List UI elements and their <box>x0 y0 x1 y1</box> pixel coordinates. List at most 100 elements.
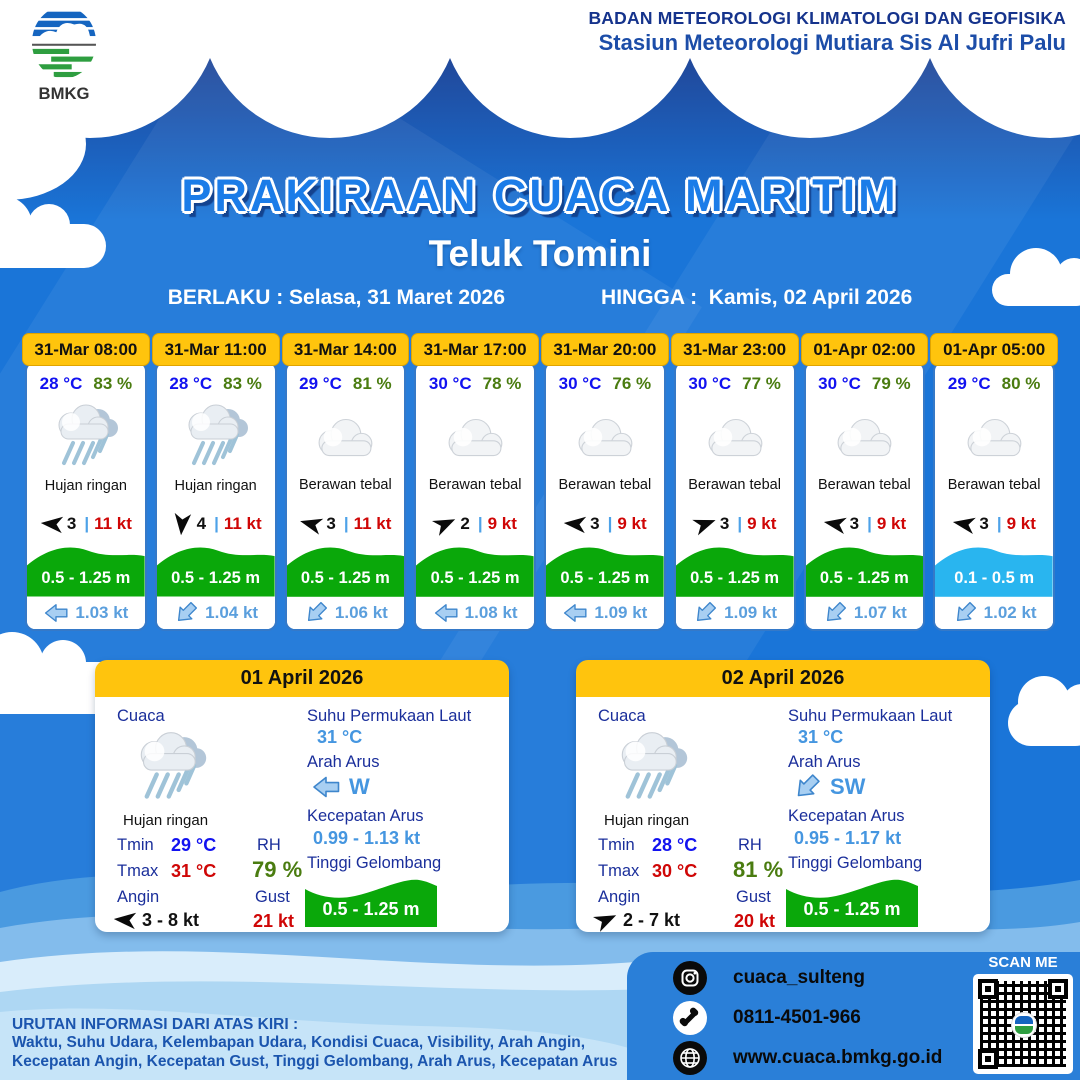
tmin-value: 28 °C <box>652 835 698 855</box>
valid-from-label: BERLAKU : <box>167 286 284 309</box>
current-row: 1.06 kt <box>286 595 405 630</box>
weather-condition: Berawan tebal <box>558 477 652 494</box>
wind-speed: 9 kt <box>747 513 777 533</box>
gust-label: Gust <box>736 888 771 906</box>
current-row: 1.03 kt <box>27 596 145 629</box>
wind-row: 2 | 9 kt <box>416 512 534 536</box>
wind-direction-icon <box>39 511 65 537</box>
scan-me-label: SCAN ME <box>988 954 1058 971</box>
validity-row: BERLAKU : Selasa, 31 Maret 2026 HINGGA :… <box>0 286 1080 310</box>
current-direction-icon <box>298 595 333 630</box>
kecepatan-arus-label: Kecepatan Arus <box>788 807 905 825</box>
wave-height: 0.5 - 1.25 m <box>819 568 909 587</box>
hourly-card: 31-Mar 23:00 30 °C 77 % Berawan tebal 3 |… <box>670 333 799 631</box>
visibility-value: 3 <box>719 513 730 533</box>
sst-label: Suhu Permukaan Laut <box>307 707 472 725</box>
arah-arus-label: Arah Arus <box>788 753 861 771</box>
time-header: 31-Mar 08:00 <box>22 333 150 366</box>
instagram-icon <box>673 961 707 995</box>
hourly-card: 31-Mar 08:00 28 °C 83 % Hujan ringan 3 | … <box>22 333 150 631</box>
separator: | <box>996 513 1002 533</box>
air-temperature: 30 °C <box>818 374 861 393</box>
cloud-icon <box>957 412 1031 464</box>
air-temperature: 30 °C <box>558 374 602 393</box>
qr-finder <box>978 1049 998 1069</box>
wind-row: 3 - 8 kt <box>113 908 199 932</box>
separator: | <box>214 514 219 534</box>
cloud-decoration <box>992 248 1080 306</box>
daily-card: 02 April 2026 Cuaca Hujan ringan Tmin 28… <box>576 660 990 932</box>
tinggi-gelombang-label: Tinggi Gelombang <box>788 854 923 872</box>
current-speed: 1.09 kt <box>594 602 648 622</box>
time-header: 31-Mar 11:00 <box>151 333 280 366</box>
valid-to-value: Kamis, 02 April 2026 <box>708 286 913 309</box>
current-direction-icon <box>168 595 203 630</box>
humidity: 80 % <box>1001 374 1041 393</box>
current-direction-icon <box>786 766 827 807</box>
cloud-icon <box>438 412 512 464</box>
current-speed: 1.08 kt <box>464 602 518 622</box>
separator: | <box>607 513 613 533</box>
gust-value: 21 kt <box>253 911 295 931</box>
hourly-card: 01-Apr 02:00 30 °C 79 % Berawan tebal 3 |… <box>800 333 929 631</box>
wind-direction-icon <box>950 510 978 538</box>
current-direction-row: SW <box>792 773 865 801</box>
wave-height: 0.5 - 1.25 m <box>803 899 901 919</box>
wave-height-band: 0.5 - 1.25 m <box>416 536 534 597</box>
air-temperature: 30 °C <box>428 374 472 393</box>
hourly-forecast-row: 31-Mar 08:00 28 °C 83 % Hujan ringan 3 | … <box>22 333 1058 631</box>
wave-height-badge: 0.5 - 1.25 m <box>786 873 918 927</box>
current-direction-value: W <box>349 774 370 799</box>
wind-row: 4 | 11 kt <box>157 512 275 536</box>
wind-row: 3 | 9 kt <box>935 512 1053 536</box>
time-header: 01-Apr 05:00 <box>930 333 1058 366</box>
tmax-value: 31 °C <box>171 861 217 881</box>
angin-label: Angin <box>598 888 641 906</box>
humidity: 77 % <box>742 374 781 393</box>
humidity: 83 % <box>93 374 133 393</box>
qr-code[interactable] <box>973 974 1073 1074</box>
instagram-row[interactable]: cuaca_sulteng <box>673 961 865 995</box>
rh-value: 79 % <box>252 857 303 882</box>
current-speed: 1.07 kt <box>853 602 907 622</box>
cloud-decoration <box>1008 676 1080 746</box>
hourly-card: 31-Mar 17:00 30 °C 78 % Berawan tebal 2 |… <box>411 333 539 631</box>
wave-height: 0.5 - 1.25 m <box>41 568 131 587</box>
phone-row[interactable]: 0811-4501-966 <box>673 1001 861 1035</box>
air-temperature: 29 °C <box>299 374 342 393</box>
separator: | <box>84 514 90 534</box>
humidity: 79 % <box>871 374 911 393</box>
visibility-value: 2 <box>460 513 470 533</box>
air-temperature: 29 °C <box>947 374 991 393</box>
current-row: 1.07 kt <box>805 596 924 629</box>
separator: | <box>737 513 743 533</box>
wind-speed: 9 kt <box>617 513 647 533</box>
time-header: 01-Apr 02:00 <box>800 333 929 366</box>
sst-value: 31 °C <box>798 727 844 747</box>
info-legend-line: Kecepatan Angin, Kecepatan Gust, Tinggi … <box>12 1052 618 1070</box>
wave-height: 0.5 - 1.25 m <box>430 568 520 587</box>
current-speed: 1.04 kt <box>205 602 259 622</box>
rain-icon <box>608 725 696 813</box>
wind-direction-icon <box>112 907 138 933</box>
visibility-value: 3 <box>979 513 989 533</box>
contact-panel: cuaca_sulteng 0811-4501-966 <box>627 952 1080 1080</box>
website-row[interactable]: www.cuaca.bmkg.go.id <box>673 1041 942 1075</box>
phone-icon <box>673 1001 707 1035</box>
wind-range: 3 - 8 kt <box>142 909 200 930</box>
rh-label: RH <box>257 836 281 854</box>
tmax-label: Tmax <box>117 862 159 880</box>
weather-condition: Berawan tebal <box>299 477 392 494</box>
tinggi-gelombang-label: Tinggi Gelombang <box>307 854 442 872</box>
current-direction-value: SW <box>830 774 866 799</box>
website-url[interactable]: www.cuaca.bmkg.go.id <box>733 1047 943 1068</box>
phone-number[interactable]: 0811-4501-966 <box>733 1007 861 1028</box>
instagram-handle[interactable]: cuaca_sulteng <box>733 967 865 988</box>
hourly-card: 31-Mar 20:00 30 °C 76 % Berawan tebal 3 |… <box>541 333 669 631</box>
visibility-value: 3 <box>66 514 77 534</box>
current-speed: 1.03 kt <box>75 602 129 622</box>
rain-icon <box>176 398 256 478</box>
weather-condition: Berawan tebal <box>688 477 781 494</box>
wave-height-band: 0.5 - 1.25 m <box>157 536 275 597</box>
